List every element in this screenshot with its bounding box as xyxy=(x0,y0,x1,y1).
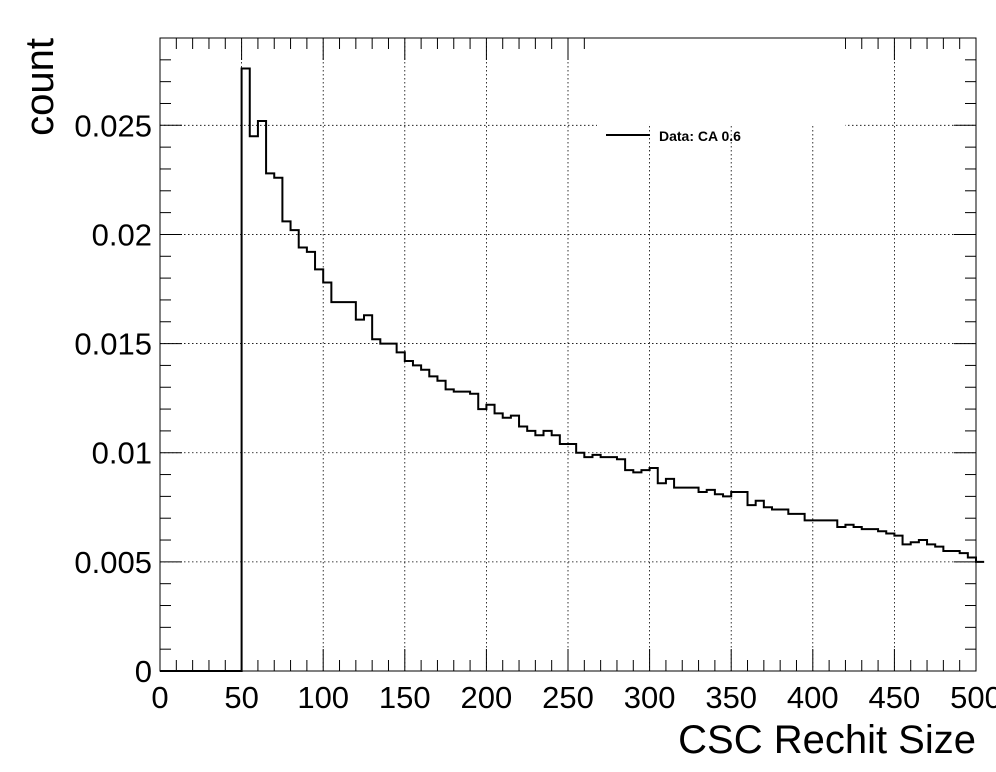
x-tick-label: 400 xyxy=(787,680,839,715)
y-tick-label: 0.025 xyxy=(74,108,152,143)
x-tick-label: 250 xyxy=(542,680,594,715)
x-tick-label: 100 xyxy=(297,680,349,715)
legend-label-data: Data: CA 0.6 xyxy=(659,128,741,144)
x-tick-label: 500 xyxy=(950,680,996,715)
y-tick-label: 0.015 xyxy=(74,327,152,362)
tick-labels: 0 50 100 150 200 250 300 350 400 450 500 0 0.005 0.01… xyxy=(74,108,996,715)
x-tick-label: 350 xyxy=(705,680,757,715)
x-tick-label: 300 xyxy=(624,680,676,715)
y-tick-label: 0.02 xyxy=(92,217,152,252)
y-tick-label: 0.005 xyxy=(74,545,152,580)
x-axis-title: CSC Rechit Size xyxy=(678,718,976,762)
x-tick-label: 0 xyxy=(151,680,168,715)
x-tick-label: 200 xyxy=(461,680,513,715)
x-tick-label: 450 xyxy=(869,680,921,715)
y-axis-title: count xyxy=(18,38,62,136)
plot-frame xyxy=(159,37,977,672)
legend-box xyxy=(597,30,845,126)
x-tick-label: 50 xyxy=(224,680,258,715)
grid-lines xyxy=(160,38,976,671)
data-series xyxy=(160,67,985,672)
x-tick-label: 150 xyxy=(379,680,431,715)
legend: Data: CA 0.6 xyxy=(606,128,741,144)
y-tick-label: 0.01 xyxy=(92,436,152,471)
histogram-series-0 xyxy=(160,67,985,672)
y-tick-label: 0 xyxy=(135,654,152,689)
